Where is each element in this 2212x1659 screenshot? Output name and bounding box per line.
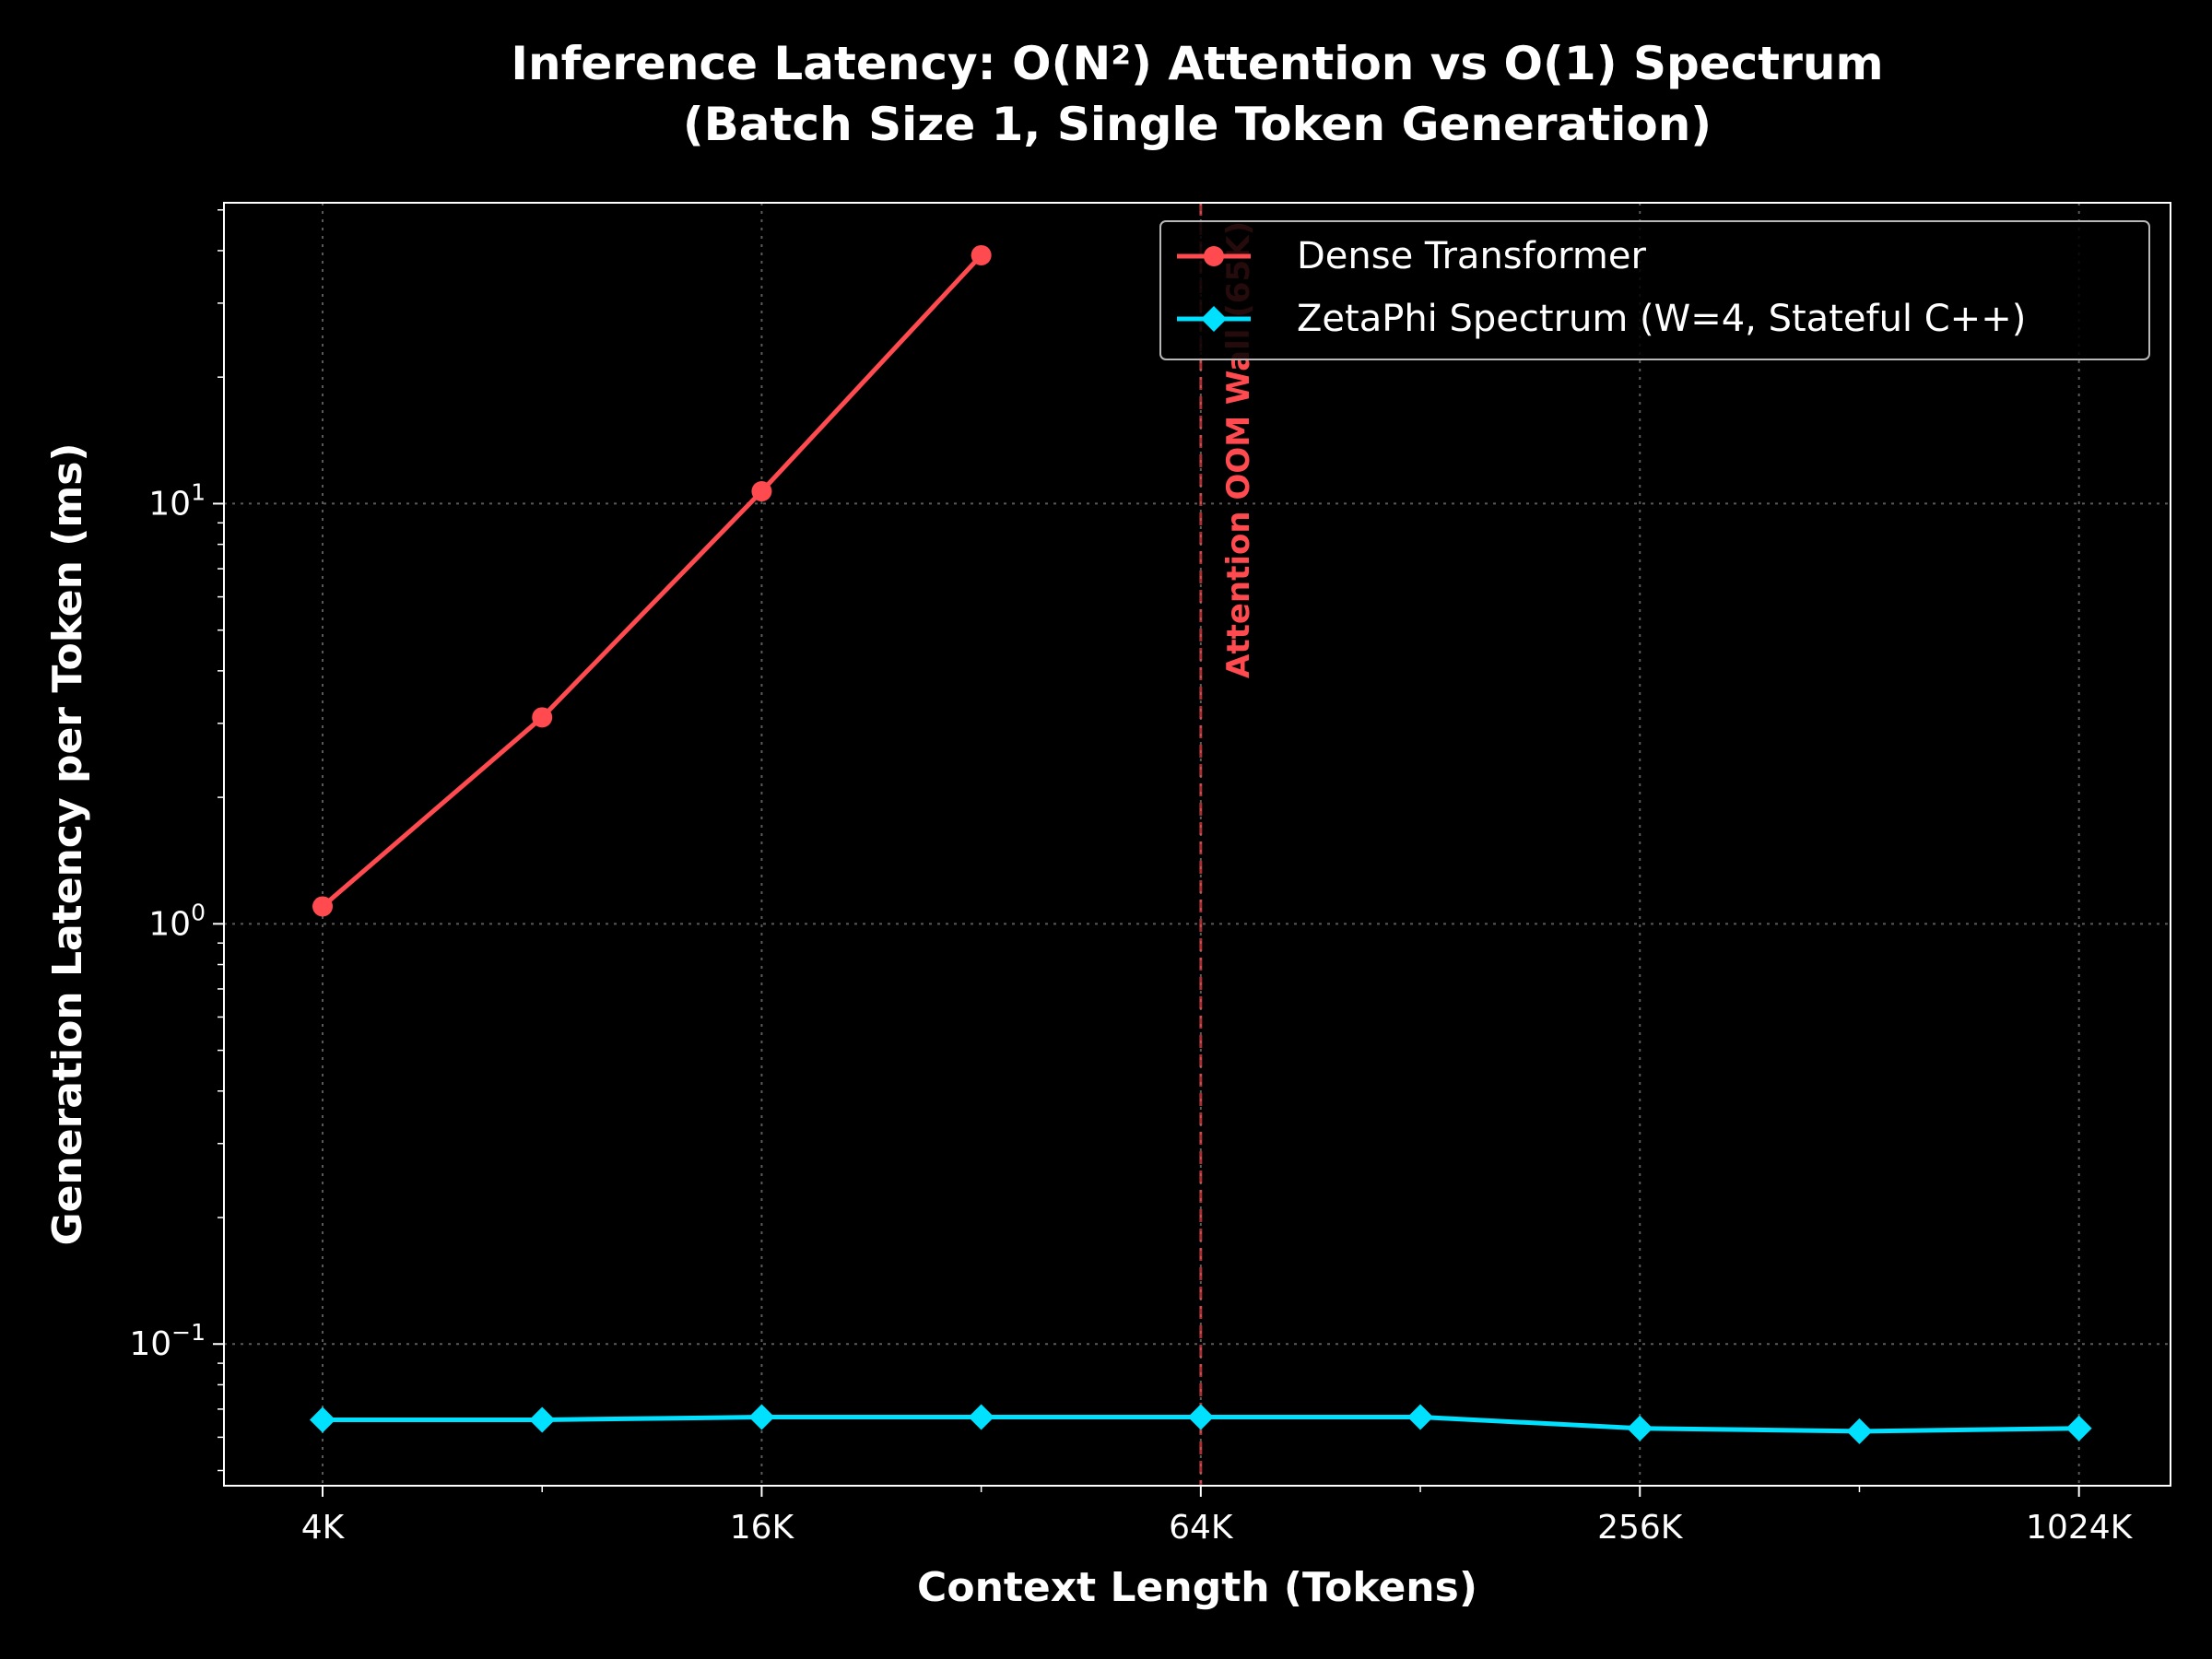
y-tick-base: 10 <box>148 485 191 523</box>
data-point-marker <box>312 896 334 917</box>
x-tick-label: 64K <box>1169 1509 1234 1547</box>
y-tick-label: 10−1 <box>129 1319 206 1363</box>
chart-title-line-1: Inference Latency: O(N²) Attention vs O(… <box>511 37 1883 90</box>
y-axis-label: Generation Latency per Token (ms) <box>44 442 91 1245</box>
y-tick-exponent: 0 <box>191 899 206 925</box>
series-line <box>321 253 983 909</box>
legend: Dense Transformer ZetaPhi Spectrum (W=4, … <box>1159 220 2150 360</box>
y-tick-exponent: −1 <box>171 1319 206 1346</box>
series-2 <box>310 1404 2092 1444</box>
plot-frame <box>223 202 2171 1487</box>
data-point-marker <box>532 707 553 728</box>
data-point-marker <box>1187 1404 1214 1430</box>
data-point-marker <box>310 1406 336 1433</box>
y-tick-exponent: 1 <box>191 478 206 505</box>
data-point-marker <box>748 1404 775 1430</box>
data-point-marker <box>968 1404 994 1430</box>
x-axis-label: Context Length (Tokens) <box>917 1564 1477 1611</box>
chart-title-line-2: (Batch Size 1, Single Token Generation) <box>683 98 1712 151</box>
legend-entry: ZetaPhi Spectrum (W=4, Stateful C++) <box>1177 298 2026 340</box>
data-point-marker <box>1846 1418 1873 1444</box>
data-point-marker <box>1407 1404 1434 1430</box>
series <box>310 244 2092 1444</box>
legend-label: ZetaPhi Spectrum (W=4, Stateful C++) <box>1297 298 2026 340</box>
y-tick-base: 10 <box>129 1325 171 1363</box>
data-point-marker <box>1201 306 1227 332</box>
series-1 <box>312 244 992 917</box>
data-point-marker <box>971 244 992 265</box>
legend-box <box>1159 220 2150 360</box>
data-point-marker <box>2065 1415 2092 1441</box>
data-point-marker <box>751 481 772 502</box>
data-point-marker <box>1204 246 1224 266</box>
data-point-marker <box>529 1406 556 1433</box>
y-tick-label: 101 <box>148 478 206 523</box>
x-tick-label: 256K <box>1597 1509 1684 1547</box>
x-tick-label: 4K <box>301 1509 346 1547</box>
x-tick-label: 16K <box>730 1509 795 1547</box>
legend-entry: Dense Transformer <box>1177 235 1647 277</box>
y-tick-label: 100 <box>148 899 206 943</box>
y-tick-base: 10 <box>148 905 191 943</box>
data-point-marker <box>1627 1415 1653 1441</box>
plot-area <box>224 203 2171 1486</box>
x-tick-label: 1024K <box>2026 1509 2134 1547</box>
legend-label: Dense Transformer <box>1297 235 1647 277</box>
